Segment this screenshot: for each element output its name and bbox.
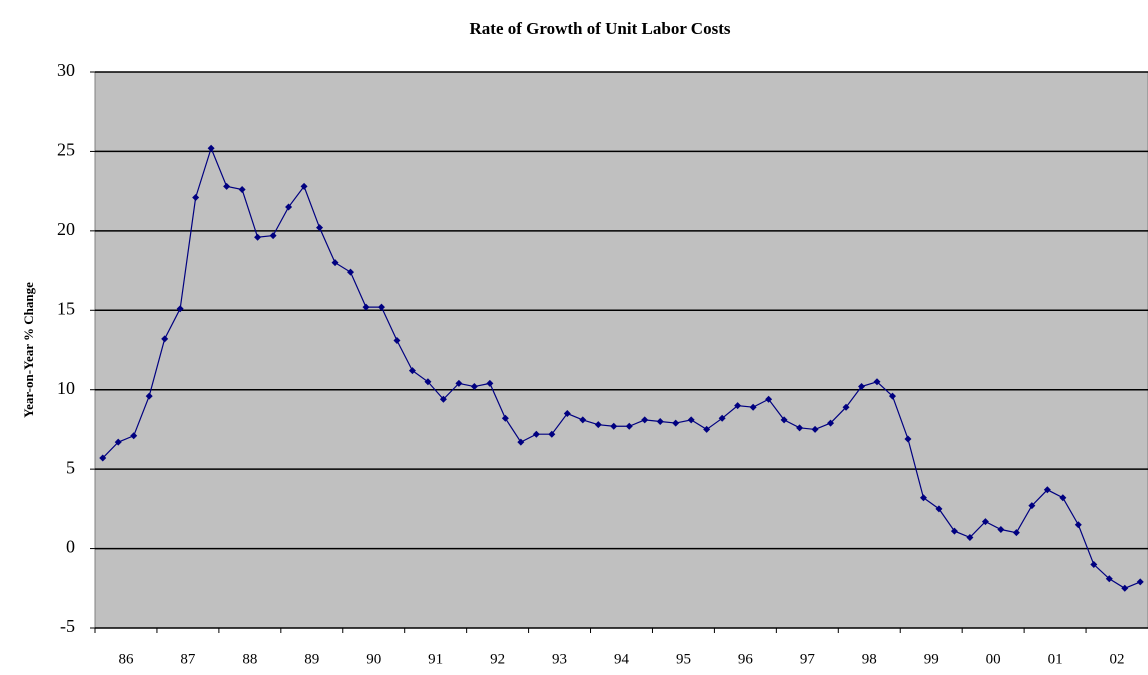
data-point [517,438,525,446]
data-point [749,403,757,411]
y-tick-label: 10 [57,378,75,398]
data-point [827,419,835,427]
x-tick-label: 87 [180,651,196,667]
data-point [981,518,989,526]
x-tick-label: 97 [800,651,816,667]
data-point [408,367,416,375]
data-point [625,422,633,430]
data-point [594,421,602,429]
data-point [950,527,958,535]
plot-area [94,71,1148,629]
y-tick-label: 0 [66,537,75,557]
data-point [99,454,107,462]
data-point [858,383,866,391]
x-tick-label: 02 [1110,651,1125,667]
data-point [935,505,943,513]
data-point [1059,494,1067,502]
data-point [486,379,494,387]
data-point [579,416,587,424]
data-point [873,378,881,386]
x-tick-label: 92 [490,651,505,667]
x-tick-label: 91 [428,651,443,667]
data-point [377,303,385,311]
data-point [362,303,370,311]
data-point [796,424,804,432]
data-point [145,392,153,400]
y-tick-label: 25 [57,140,75,160]
data-point [207,144,215,152]
y-axis-label: Year-on-Year % Change [21,282,36,418]
data-point [734,402,742,410]
data-point [1090,560,1098,568]
x-tick-label: 86 [118,651,134,667]
x-tick-label: 89 [304,651,319,667]
data-point [161,335,169,343]
x-tick-label: 98 [862,651,877,667]
data-point [966,533,974,541]
data-point [1043,486,1051,494]
data-point [780,416,788,424]
data-point [455,379,463,387]
data-point [919,494,927,502]
x-tick-label: 96 [738,651,754,667]
data-point [470,383,478,391]
data-point [176,305,184,313]
x-tick-label: 88 [242,651,257,667]
data-point [269,232,277,240]
y-tick-label: 5 [66,457,75,477]
x-tick-label: 94 [614,651,630,667]
data-point [548,430,556,438]
data-point [718,414,726,422]
data-point [254,233,262,241]
data-point [285,203,293,211]
data-point [424,378,432,386]
data-point [641,416,649,424]
data-point [672,419,680,427]
data-point [703,425,711,433]
x-tick-label: 01 [1048,651,1063,667]
data-point [223,182,231,190]
data-point [238,186,246,194]
y-tick-label: 20 [57,219,75,239]
data-point [439,395,447,403]
data-point [114,438,122,446]
x-tick-label: 90 [366,651,381,667]
data-point [300,182,308,190]
data-point [610,422,618,430]
data-point [1105,575,1113,583]
x-tick-label: 95 [676,651,691,667]
y-tick-label: -5 [60,616,75,636]
data-point [842,403,850,411]
data-point [888,392,896,400]
data-point [1012,529,1020,537]
data-point [130,432,138,440]
data-point [331,259,339,267]
data-point [997,526,1005,534]
x-tick-label: 93 [552,651,567,667]
data-point [347,268,355,276]
data-point [1028,502,1036,510]
data-point [563,410,571,418]
data-point [904,435,912,443]
x-tick-label: 99 [924,651,939,667]
data-point [811,425,819,433]
data-line [102,146,1141,589]
y-tick-label: 30 [57,60,75,80]
data-point [1136,578,1144,586]
data-point [765,395,773,403]
x-tick-label: 00 [986,651,1001,667]
y-tick-label: 15 [57,298,75,318]
data-point [316,224,324,232]
data-point [393,336,401,344]
data-point [1121,584,1129,592]
chart-title: Rate of Growth of Unit Labor Costs [470,19,731,38]
data-point [1074,521,1082,529]
data-point [192,193,200,201]
data-point [656,417,664,425]
data-point [687,416,695,424]
data-point [532,430,540,438]
data-point [501,414,509,422]
